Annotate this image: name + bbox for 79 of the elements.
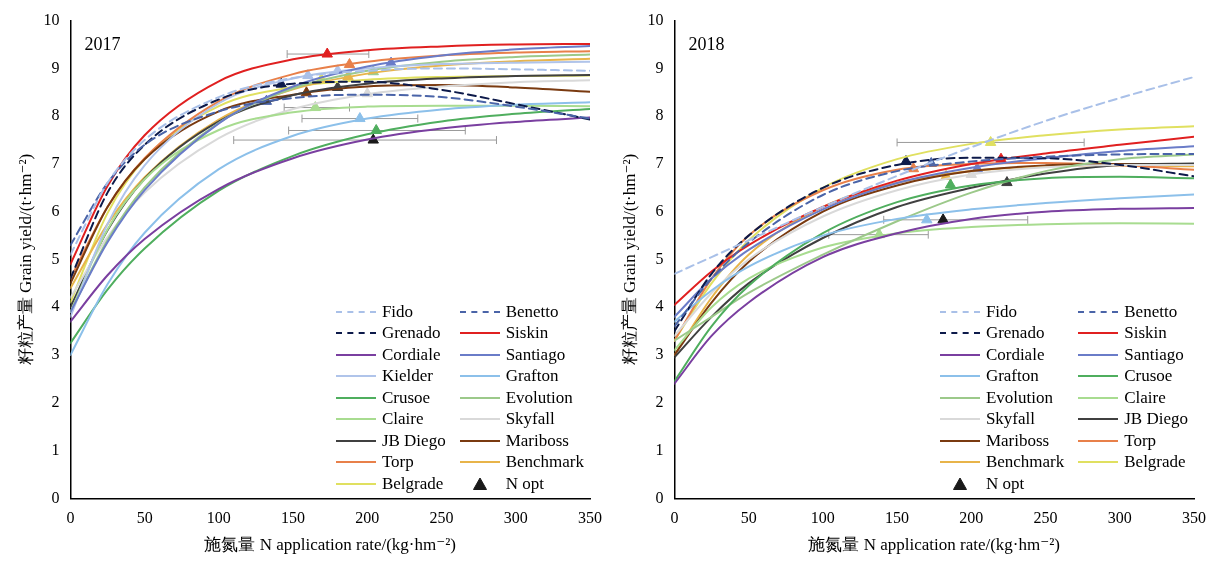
x-tick-label: 100 (810, 509, 835, 527)
y-tick-label: 7 (655, 154, 664, 172)
y-tick-label: 4 (655, 297, 664, 315)
x-axis-title: 施氮量 N application rate/(kg·hm⁻²) (204, 535, 456, 555)
legend-label: Crusoe (381, 386, 431, 409)
legend-label: Skyfall (985, 408, 1035, 430)
x-tick-label: 250 (1033, 509, 1058, 527)
legend-label: Crusoe (1124, 365, 1173, 387)
x-tick-label: 200 (959, 509, 984, 527)
legend-label: Santiago (505, 343, 566, 366)
x-tick-label: 50 (740, 509, 757, 527)
legend-label: Evolution (985, 386, 1053, 409)
y-tick-label: 1 (655, 440, 664, 458)
y-tick-label: 5 (655, 249, 664, 267)
y-tick-label: 9 (655, 58, 664, 76)
legend-label: Siskin (1124, 322, 1167, 344)
y-tick-label: 10 (43, 10, 60, 28)
y-tick-label: 3 (51, 345, 60, 363)
legend-label: N opt (985, 472, 1025, 495)
legend-label: Benchmark (985, 451, 1065, 473)
legend-label: Evolution (505, 386, 573, 409)
y-tick-label: 8 (51, 106, 60, 124)
x-axis-title: 施氮量 N application rate/(kg·hm⁻²) (808, 535, 1060, 555)
legend-label: Fido (381, 300, 414, 323)
legend-label: Claire (381, 408, 424, 430)
legend-label: Skyfall (505, 408, 555, 430)
y-tick-label: 3 (655, 345, 664, 363)
legend-label: Mariboss (505, 429, 569, 452)
y-tick-label: 2 (51, 393, 60, 411)
y-axis-title: 籽粒产量 Grain yield/(t·hm⁻²) (15, 153, 35, 366)
y-tick-label: 4 (51, 297, 60, 315)
y-tick-label: 0 (655, 488, 664, 506)
x-tick-label: 300 (503, 509, 528, 527)
legend-label: Santiago (1124, 343, 1184, 366)
x-tick-label: 350 (1182, 509, 1206, 527)
legend-label: Benetto (505, 300, 559, 323)
y-tick-label: 0 (51, 488, 60, 506)
legend-label: Siskin (505, 322, 549, 344)
legend-label: Cordiale (381, 343, 441, 366)
legend-label: N opt (505, 472, 544, 495)
legend-label: Grenado (381, 322, 441, 344)
legend-label: JB Diego (381, 429, 446, 452)
legend-label: Fido (985, 300, 1018, 323)
y-tick-label: 1 (51, 440, 60, 458)
text: 2018 (688, 34, 725, 55)
legend-label: Benetto (1124, 300, 1178, 323)
legend-label: Belgrade (1124, 451, 1186, 473)
legend-label: Cordiale (985, 343, 1045, 366)
legend-label: Claire (1124, 386, 1166, 409)
x-tick-label: 0 (670, 509, 679, 527)
legend-label: JB Diego (1124, 408, 1188, 430)
legend-label: Grafton (505, 365, 559, 387)
x-tick-label: 150 (885, 509, 910, 527)
y-tick-label: 10 (647, 10, 664, 28)
y-tick-label: 6 (655, 201, 664, 219)
x-tick-label: 150 (281, 509, 306, 527)
legend-label: Grafton (985, 365, 1039, 387)
legend-label: Benchmark (505, 451, 584, 473)
y-tick-label: 7 (51, 154, 60, 172)
legend-label: Grenado (985, 322, 1045, 344)
y-axis-title: 籽粒产量 Grain yield/(t·hm⁻²) (619, 153, 639, 366)
x-tick-label: 100 (206, 509, 231, 527)
legend-label: Mariboss (985, 429, 1050, 452)
y-tick-label: 6 (51, 201, 60, 219)
legend-label: Torp (381, 451, 414, 473)
y-tick-label: 9 (51, 58, 60, 76)
legend-label: Torp (1124, 429, 1157, 452)
y-tick-label: 5 (51, 249, 60, 267)
x-tick-label: 350 (578, 509, 602, 527)
text: 2017 (84, 34, 121, 55)
x-tick-label: 50 (136, 509, 153, 527)
x-tick-label: 250 (429, 509, 454, 527)
x-tick-label: 200 (355, 509, 380, 527)
x-tick-label: 300 (1107, 509, 1132, 527)
y-tick-label: 2 (655, 393, 664, 411)
y-tick-label: 8 (655, 106, 664, 124)
legend-label: Belgrade (381, 472, 444, 495)
x-tick-label: 0 (66, 509, 75, 527)
legend-label: Kielder (381, 365, 433, 387)
